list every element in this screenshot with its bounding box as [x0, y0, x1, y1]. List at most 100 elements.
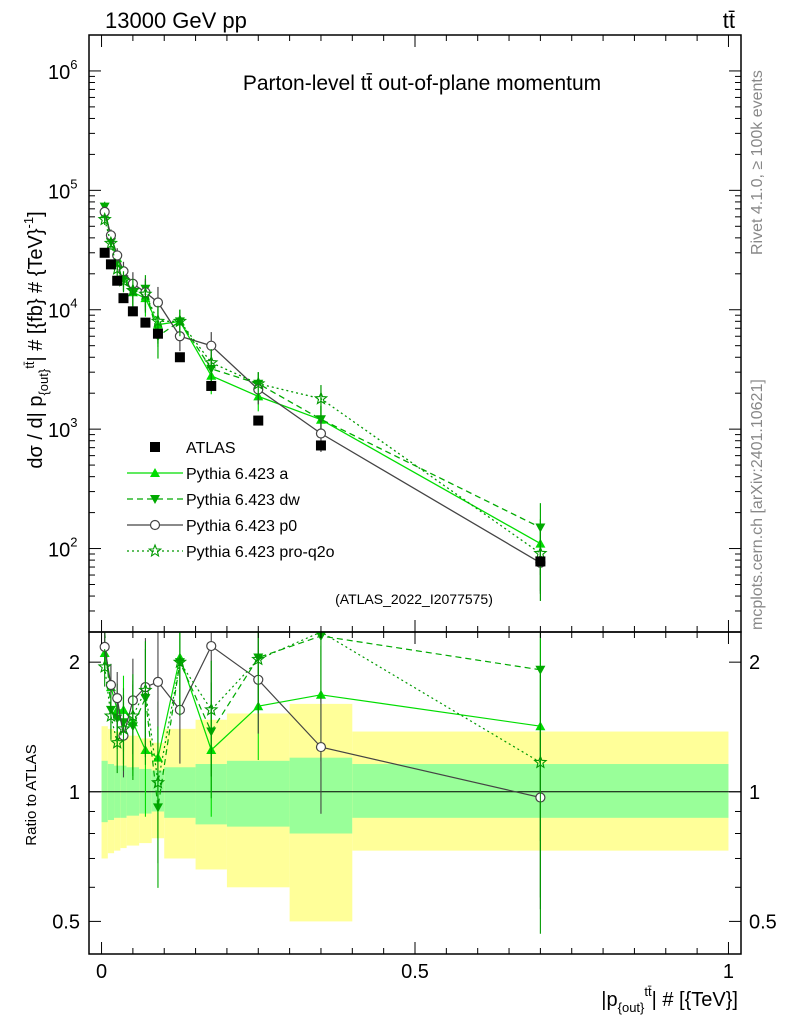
series-point — [315, 428, 327, 439]
y-tick-label-exp: 4 — [70, 296, 77, 311]
main-title: Parton-level tt̄ out-of-plane momentum — [243, 72, 601, 95]
ratio-point — [103, 708, 119, 723]
ratio-point — [110, 735, 125, 749]
series-line — [104, 219, 541, 554]
legend-marker — [149, 519, 161, 531]
ratio-point — [152, 676, 164, 687]
x-tick-label: 0.5 — [401, 961, 429, 983]
y-tick-label-exp: 3 — [70, 415, 77, 430]
ratio-y-tick-label: 1 — [69, 782, 80, 804]
rivet-label: Rivet 4.1.0, ≥ 100k events — [749, 70, 766, 255]
legend-marker — [150, 495, 160, 504]
y-tick-label: 105 — [48, 176, 77, 203]
ratio-line — [104, 631, 541, 808]
process-label: tt̄ — [723, 8, 735, 33]
x-axis-label-sup: tt̄ — [644, 984, 652, 999]
mcplots-label: mcplots.cern.ch [arXiv:2401.10621] — [749, 379, 766, 630]
legend: ATLAS Pythia 6.423 a Pythia 6.423 dw Pythia… — [127, 440, 335, 561]
y-tick-label-exp: 6 — [70, 57, 77, 72]
ratio-y-label: Ratio to ATLAS — [23, 744, 40, 845]
ratio-point — [206, 640, 217, 652]
data-point — [118, 293, 129, 304]
main-y-label-b: | # [{fb} # {TeV} — [25, 228, 47, 361]
ratio-point — [138, 682, 153, 697]
stat-uncertainty-band — [164, 767, 196, 818]
stat-uncertainty-band — [226, 760, 290, 827]
series-point — [313, 391, 329, 405]
main-y-label-sup: tt̄ — [22, 361, 37, 369]
ratio-point — [105, 679, 117, 691]
legend-marker — [147, 543, 163, 558]
legend-marker — [150, 468, 160, 477]
data-point — [535, 556, 546, 567]
series-line — [104, 214, 541, 545]
legend-label: Pythia 6.423 a — [186, 466, 288, 483]
y-tick-label-base: 10 — [48, 301, 70, 323]
x-axis-label-sub: {out} — [618, 1000, 645, 1015]
legend-label: Pythia 6.423 pro-q2o — [186, 544, 335, 561]
series-point — [535, 523, 546, 533]
x-tick-label: 1 — [723, 961, 734, 983]
series-point — [172, 313, 188, 328]
main-y-label: dσ / d| p{out}tt̄| # [{fb} # {TeV}-1] — [21, 211, 51, 468]
y-tick-label: 103 — [48, 415, 77, 442]
main-y-label-a: dσ / d| p — [25, 396, 47, 469]
ratio-point — [315, 741, 327, 753]
x-tick-label: 0 — [96, 961, 107, 983]
y-tick-label-base: 10 — [48, 420, 70, 442]
main-y-label-sub: {out} — [36, 368, 51, 395]
series-point — [315, 415, 326, 425]
ratio-point — [150, 775, 166, 789]
ratio-point — [533, 754, 548, 769]
series-line — [104, 206, 541, 529]
series-point — [533, 545, 548, 560]
data-point — [315, 440, 326, 451]
series-point — [204, 355, 219, 369]
reference-label: (ATLAS_2022_I2077575) — [335, 591, 493, 607]
x-axis-label-a: |p — [601, 989, 617, 1011]
data-point — [152, 328, 163, 339]
legend-label: ATLAS — [186, 440, 236, 457]
data-point — [253, 415, 264, 426]
legend-label: Pythia 6.423 dw — [186, 492, 300, 509]
series-point — [97, 212, 112, 226]
series-point — [150, 313, 166, 328]
ratio-y-tick-label: 0.5 — [52, 911, 80, 933]
ratio-point — [125, 708, 141, 722]
ratio-point — [116, 721, 131, 735]
data-point — [140, 317, 151, 328]
y-tick-label-base: 10 — [48, 62, 70, 84]
series-point — [112, 250, 123, 261]
ratio-point — [535, 665, 546, 675]
series-point — [251, 376, 266, 390]
y-tick-label: 104 — [48, 296, 77, 323]
data-point — [206, 380, 217, 391]
x-axis-label-b: | # [{TeV}] — [652, 989, 738, 1011]
legend-marker — [150, 442, 160, 452]
series-point — [138, 286, 153, 301]
x-axis-label: |p{out}tt̄| # [{TeV}] — [601, 984, 738, 1015]
data-point — [112, 275, 123, 286]
y-tick-label-exp: 2 — [70, 535, 77, 550]
data-point — [99, 247, 110, 258]
y-tick-label: 106 — [48, 57, 77, 84]
y-tick-label-exp: 5 — [70, 176, 77, 191]
ratio-y-tick-label-right: 1 — [749, 782, 760, 804]
data-point — [127, 306, 138, 317]
main-y-label-sup2: -1 — [21, 217, 36, 229]
data-point — [105, 259, 116, 270]
series-point — [125, 282, 141, 297]
ratio-point — [97, 659, 112, 673]
ratio-y-tick-label: 2 — [69, 652, 80, 674]
ratio-point — [204, 702, 219, 716]
ratio-point — [112, 693, 123, 704]
energy-label: 13000 GeV pp — [105, 8, 247, 33]
y-tick-label-base: 10 — [48, 540, 70, 562]
ratio-y-tick-label-right: 0.5 — [749, 911, 777, 933]
data-point — [174, 352, 185, 363]
legend-label: Pythia 6.423 p0 — [186, 518, 297, 535]
y-tick-label: 102 — [48, 535, 77, 562]
ratio-point — [251, 651, 266, 666]
